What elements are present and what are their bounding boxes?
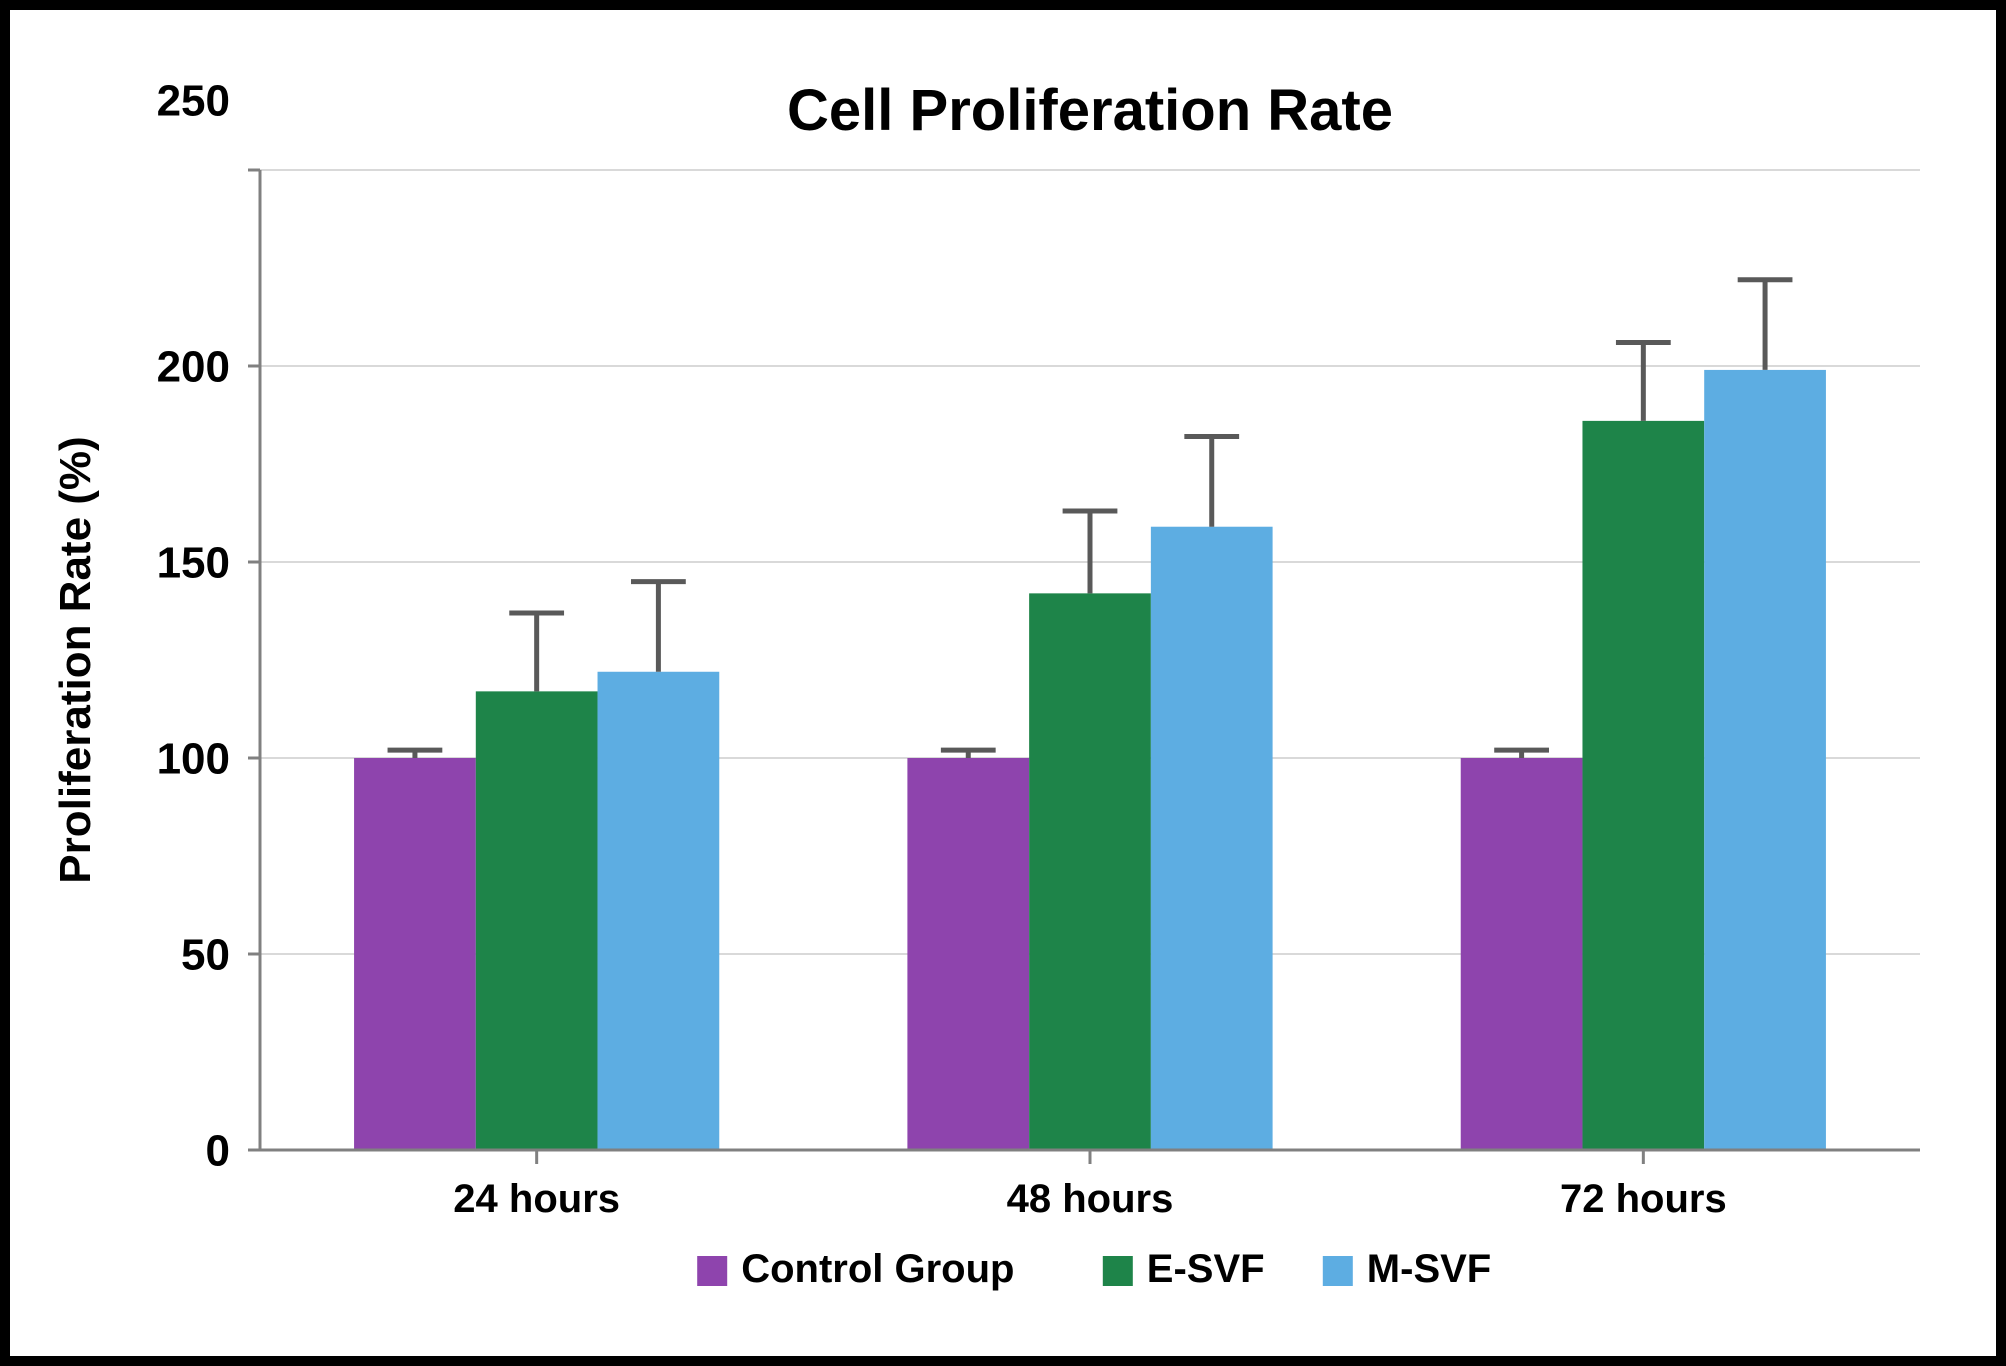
legend-label: M-SVF [1367, 1247, 1491, 1291]
y-tick-label: 200 [157, 342, 230, 391]
legend-swatch [697, 1256, 727, 1286]
legend-label: E-SVF [1147, 1247, 1265, 1291]
chart-title: Cell Proliferation Rate [787, 78, 1393, 143]
bar [1029, 593, 1151, 1150]
y-tick-label: 50 [181, 930, 230, 979]
legend-swatch [1103, 1256, 1133, 1286]
bar [1461, 758, 1583, 1150]
y-tick-label: 250 [157, 76, 230, 125]
chart-frame: 0 50 100 150 200 250 24 hours 48 hours 72 hours C… [0, 0, 2006, 1366]
chart-svg: 0 50 100 150 200 250 24 hours 48 hours 72 hours C… [10, 10, 1996, 1356]
bar [598, 672, 720, 1150]
legend-swatch [1323, 1256, 1353, 1286]
x-tick-label: 24 hours [453, 1177, 620, 1221]
y-axis-label: Proliferation Rate (%) [51, 436, 100, 883]
legend-label: Control Group [741, 1247, 1014, 1291]
y-tick-label: 150 [157, 538, 230, 587]
bar [907, 758, 1029, 1150]
x-tick-label: 72 hours [1560, 1177, 1727, 1221]
y-tick-label: 100 [157, 734, 230, 783]
bar [1582, 421, 1704, 1150]
y-tick-label: 0 [206, 1126, 230, 1175]
bar [476, 691, 598, 1150]
bar [354, 758, 476, 1150]
bar [1704, 370, 1826, 1150]
x-tick-label: 48 hours [1007, 1177, 1174, 1221]
bar [1151, 527, 1273, 1150]
